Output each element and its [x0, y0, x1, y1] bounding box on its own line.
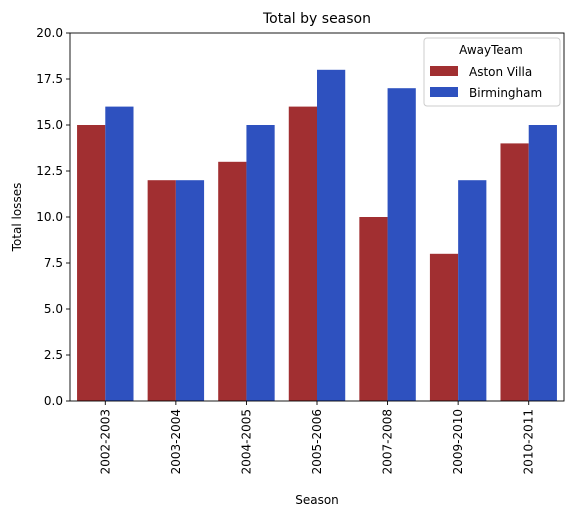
bar-birmingham-2003-2004 [175, 180, 205, 401]
x-tick-label: 2007-2008 [381, 409, 395, 474]
bar-aston-villa-2009-2010 [429, 253, 459, 401]
x-tick-label: 2004-2005 [239, 409, 253, 474]
y-tick-label: 17.5 [36, 72, 63, 86]
bar-aston-villa-2004-2005 [218, 161, 247, 401]
x-tick-label: 2002-2003 [98, 409, 112, 474]
y-axis-label: Total losses [10, 183, 24, 253]
bar-aston-villa-2005-2006 [288, 106, 317, 401]
bar-birmingham-2010-2011 [528, 125, 557, 401]
x-tick-label: 2010-2011 [522, 409, 536, 474]
y-tick-label: 20.0 [36, 26, 63, 40]
bar-birmingham-2007-2008 [387, 88, 416, 401]
y-tick-label: 10.0 [36, 210, 63, 224]
bar-aston-villa-2010-2011 [500, 143, 529, 401]
legend-label-aston-villa: Aston Villa [469, 65, 532, 79]
bar-birmingham-2005-2006 [317, 69, 346, 402]
legend-swatch-aston-villa [430, 66, 458, 76]
legend: AwayTeam Aston Villa Birmingham [423, 37, 561, 107]
plot-frame [69, 32, 565, 402]
y-tick-label: 7.5 [44, 256, 63, 270]
y-tick-label: 15.0 [36, 118, 63, 132]
y-tick-label: 12.5 [36, 164, 63, 178]
legend-label-birmingham: Birmingham [469, 86, 542, 100]
x-tick-label: 2005-2006 [310, 409, 324, 474]
y-tick-label: 0.0 [44, 394, 63, 408]
bar-aston-villa-2003-2004 [147, 180, 176, 401]
bar-birmingham-2004-2005 [246, 125, 275, 401]
x-tick-label: 2003-2004 [169, 409, 183, 474]
bar-aston-villa-2002-2003 [77, 125, 106, 401]
bar-birmingham-2002-2003 [105, 106, 134, 401]
x-axis: 2002-2003 2003-2004 2004-2005 2005-2006 2007… [98, 401, 536, 474]
y-tick-label: 5.0 [44, 302, 63, 316]
bar-birmingham-2009-2010 [458, 180, 487, 401]
legend-swatch-birmingham [430, 87, 458, 97]
y-axis: 0.0 2.5 5.0 7.5 10.0 12.5 15.0 17.5 20.0 [36, 26, 70, 408]
legend-title: AwayTeam [459, 43, 523, 57]
bars [77, 69, 557, 402]
y-tick-label: 2.5 [44, 348, 63, 362]
x-axis-label: Season [295, 493, 339, 507]
x-tick-label: 2009-2010 [451, 409, 465, 474]
chart-title: Total by season [262, 11, 371, 27]
bar-aston-villa-2007-2008 [359, 217, 388, 401]
